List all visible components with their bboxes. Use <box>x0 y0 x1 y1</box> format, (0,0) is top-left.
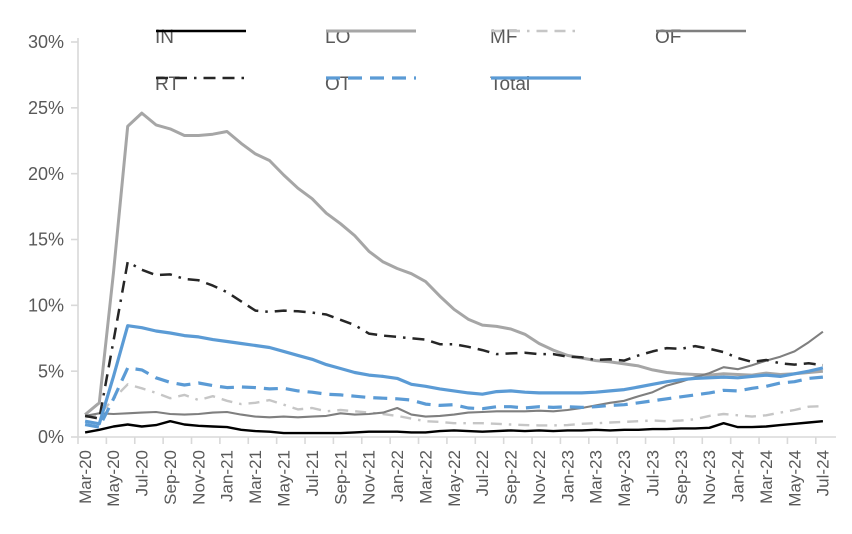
x-axis-tick-label: May-24 <box>785 450 804 507</box>
y-axis-tick-label: 25% <box>28 98 64 118</box>
x-axis-tick-label: Nov-20 <box>189 450 208 505</box>
x-axis-tick-label: Jul-23 <box>643 450 662 496</box>
x-axis-tick-label: Jul-21 <box>303 450 322 496</box>
y-axis-tick-label: 5% <box>38 361 64 381</box>
x-axis-tick-label: Nov-23 <box>700 450 719 505</box>
x-axis-tick-label: May-23 <box>615 450 634 507</box>
x-axis-tick-label: May-21 <box>275 450 294 507</box>
series-line-IN <box>84 420 824 435</box>
x-axis-tick-label: Sep-21 <box>331 450 350 505</box>
x-axis-tick-label: Mar-21 <box>246 450 265 504</box>
y-axis-tick-label: 15% <box>28 230 64 250</box>
series-line-LO <box>84 111 824 416</box>
x-axis-tick-label: Mar-20 <box>76 450 95 504</box>
series-line-Total <box>84 324 824 426</box>
series-line-RT <box>84 260 824 420</box>
x-axis-tick-label: Mar-24 <box>757 450 776 504</box>
y-axis-tick-label: 20% <box>28 164 64 184</box>
x-axis-tick-label: Jan-24 <box>729 450 748 502</box>
x-axis-tick-label: Nov-21 <box>360 450 379 505</box>
series-line-MF <box>84 383 823 427</box>
x-axis-tick-label: May-20 <box>104 450 123 507</box>
x-axis-tick-label: Jan-21 <box>218 450 237 502</box>
x-axis-tick-label: Mar-23 <box>587 450 606 504</box>
x-axis-tick-label: Sep-23 <box>672 450 691 505</box>
x-axis-tick-label: Nov-22 <box>530 450 549 505</box>
x-axis-tick-label: Jul-24 <box>814 450 833 496</box>
x-axis-tick-label: Jul-20 <box>133 450 152 496</box>
x-axis-tick-label: Jan-22 <box>388 450 407 502</box>
y-axis-tick-label: 0% <box>38 427 64 447</box>
x-axis-tick-label: Jan-23 <box>558 450 577 502</box>
x-axis-tick-label: May-22 <box>445 450 464 507</box>
x-axis-tick-label: Sep-22 <box>502 450 521 505</box>
x-axis-tick-label: Sep-20 <box>161 450 180 505</box>
x-axis-tick-label: Mar-22 <box>416 450 435 504</box>
y-axis-tick-label: 10% <box>28 295 64 315</box>
series-line-OT <box>84 366 824 429</box>
x-axis-tick-label: Jul-22 <box>473 450 492 496</box>
y-axis-tick-label: 30% <box>28 32 64 52</box>
series-line-OF <box>84 330 824 419</box>
